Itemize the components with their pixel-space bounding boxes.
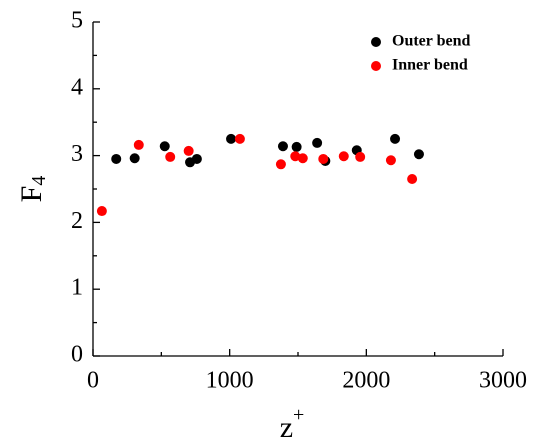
y-axis-label: F4 [15, 176, 50, 203]
point [407, 173, 418, 184]
point [226, 133, 237, 144]
x-axis-label: z+ [280, 404, 305, 444]
x-label-sup: + [293, 404, 304, 426]
point [312, 137, 323, 148]
point [96, 206, 107, 217]
legend-marker [371, 37, 381, 47]
y-tick-label: 0 [71, 342, 83, 368]
point [277, 141, 288, 152]
y-tick-label: 1 [71, 275, 83, 301]
y-tick-label: 3 [71, 141, 83, 167]
x-tick-label: 1000 [206, 368, 254, 394]
x-label-main: z [280, 411, 293, 444]
point [234, 133, 245, 144]
point [390, 133, 401, 144]
point [355, 151, 366, 162]
legend-label: Inner bend [392, 57, 468, 74]
point [129, 153, 140, 164]
point [165, 151, 176, 162]
legend-marker [371, 61, 381, 71]
y-label-sub: 4 [28, 176, 50, 186]
point [133, 139, 144, 150]
x-tick-label: 3000 [479, 368, 527, 394]
point [159, 141, 170, 152]
point [318, 153, 329, 164]
point [183, 145, 194, 156]
point [297, 153, 308, 164]
point [275, 159, 286, 170]
point [338, 151, 349, 162]
y-tick-label: 4 [71, 74, 83, 100]
legend-label: Outer bend [392, 33, 470, 50]
point [385, 155, 396, 166]
point [290, 151, 301, 162]
point [413, 149, 424, 160]
y-tick-label: 5 [71, 8, 83, 34]
point [291, 141, 302, 152]
y-tick-label: 2 [71, 208, 83, 234]
y-label-main: F [15, 186, 48, 203]
point [111, 153, 122, 164]
x-tick-label: 2000 [342, 368, 390, 394]
x-tick-label: 0 [87, 368, 99, 394]
point [191, 153, 202, 164]
